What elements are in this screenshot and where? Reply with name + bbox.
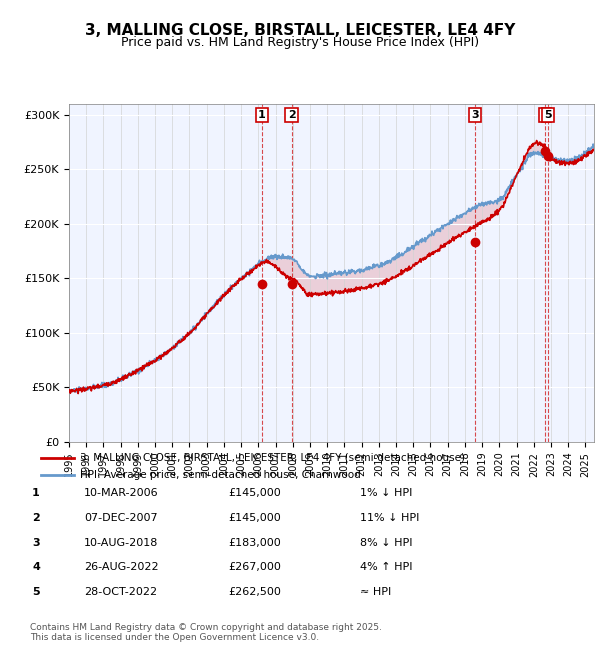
Text: £183,000: £183,000 <box>228 538 281 548</box>
Text: 5: 5 <box>544 110 551 120</box>
Text: 3: 3 <box>472 110 479 120</box>
Text: 11% ↓ HPI: 11% ↓ HPI <box>360 513 419 523</box>
Text: Contains HM Land Registry data © Crown copyright and database right 2025.
This d: Contains HM Land Registry data © Crown c… <box>30 623 382 642</box>
Text: £145,000: £145,000 <box>228 513 281 523</box>
Text: 4% ↑ HPI: 4% ↑ HPI <box>360 562 413 573</box>
Text: 1% ↓ HPI: 1% ↓ HPI <box>360 488 412 499</box>
Text: 3, MALLING CLOSE, BIRSTALL, LEICESTER, LE4 4FY: 3, MALLING CLOSE, BIRSTALL, LEICESTER, L… <box>85 23 515 38</box>
Text: 07-DEC-2007: 07-DEC-2007 <box>84 513 158 523</box>
Text: 3, MALLING CLOSE, BIRSTALL, LEICESTER, LE4 4FY (semi-detached house): 3, MALLING CLOSE, BIRSTALL, LEICESTER, L… <box>80 453 464 463</box>
Text: £262,500: £262,500 <box>228 587 281 597</box>
Text: 10-MAR-2006: 10-MAR-2006 <box>84 488 158 499</box>
Text: ≈ HPI: ≈ HPI <box>360 587 391 597</box>
Text: 4: 4 <box>541 110 549 120</box>
Text: 26-AUG-2022: 26-AUG-2022 <box>84 562 158 573</box>
Text: 3: 3 <box>32 538 40 548</box>
Text: 5: 5 <box>32 587 40 597</box>
Text: 2: 2 <box>32 513 40 523</box>
Text: 8% ↓ HPI: 8% ↓ HPI <box>360 538 413 548</box>
Text: £267,000: £267,000 <box>228 562 281 573</box>
Text: £145,000: £145,000 <box>228 488 281 499</box>
Text: 2: 2 <box>287 110 295 120</box>
Text: 28-OCT-2022: 28-OCT-2022 <box>84 587 157 597</box>
Text: 10-AUG-2018: 10-AUG-2018 <box>84 538 158 548</box>
Text: Price paid vs. HM Land Registry's House Price Index (HPI): Price paid vs. HM Land Registry's House … <box>121 36 479 49</box>
Text: HPI: Average price, semi-detached house, Charnwood: HPI: Average price, semi-detached house,… <box>80 470 361 480</box>
Text: 1: 1 <box>258 110 265 120</box>
Text: 1: 1 <box>32 488 40 499</box>
Text: 4: 4 <box>32 562 40 573</box>
